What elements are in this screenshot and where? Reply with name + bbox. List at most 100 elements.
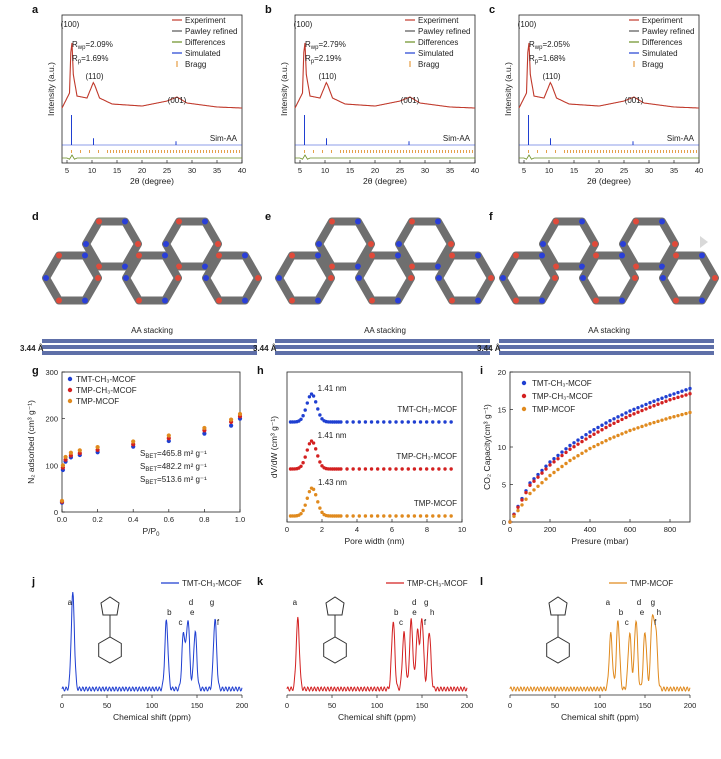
data-point	[316, 500, 320, 504]
data-point	[536, 484, 540, 488]
x-axis-label: Pore width (nm)	[345, 536, 405, 546]
data-point	[544, 477, 548, 481]
experiment-curve	[518, 42, 699, 109]
axes-frame	[61, 14, 243, 164]
data-point	[303, 503, 307, 507]
data-point	[684, 411, 688, 416]
y-tick-label: 200	[45, 415, 58, 424]
atom-node	[315, 252, 321, 259]
x-tick-label: 100	[146, 701, 159, 710]
x-tick-label: 600	[624, 525, 637, 534]
data-point	[636, 410, 640, 414]
data-point	[382, 514, 386, 518]
atom-node	[396, 241, 402, 247]
atom-node	[579, 263, 585, 270]
stack-layer	[275, 345, 490, 349]
data-point	[202, 431, 207, 436]
atom-node	[123, 275, 129, 281]
x-tick-label: 20	[138, 166, 146, 175]
data-point	[556, 453, 560, 458]
data-point	[528, 483, 532, 487]
data-point	[363, 420, 368, 424]
legend-label: Bragg	[185, 60, 206, 69]
y-tick-label: 10	[498, 443, 506, 452]
x-tick-label: 20	[371, 166, 379, 175]
x-tick-label: 200	[544, 525, 557, 534]
atom-node	[176, 218, 182, 225]
x-tick-label: 35	[446, 166, 454, 175]
nmr-panels: j 0 50 100 150 200 Chemical shift (ppm) TMT-CH₃…	[31, 576, 696, 722]
data-point	[560, 450, 564, 454]
rwp-sub: wp	[77, 45, 86, 51]
x-tick-label: 0	[285, 701, 289, 710]
experiment-curve	[294, 42, 475, 109]
data-point	[612, 435, 616, 439]
legend-label: TMP-CH₃-MCOF	[407, 579, 468, 588]
x-tick-label: 200	[684, 701, 697, 710]
x-axis-label: Chemical shift (ppm)	[561, 712, 639, 722]
data-point	[664, 399, 668, 403]
atom-node	[162, 252, 168, 259]
atom-node	[699, 297, 705, 304]
peak-label: (100)	[518, 20, 537, 29]
x-tick-label: 4	[355, 525, 359, 534]
x-tick-label: 8	[425, 525, 429, 534]
atom-node	[539, 297, 545, 304]
peak-letter: c	[399, 618, 403, 627]
legend-label: Experiment	[642, 16, 683, 25]
structure-panels: d AA stacking 3.44 Å e AA stacking 3.44 Å f AA …	[20, 211, 719, 355]
data-point	[636, 406, 640, 410]
data-point	[77, 448, 82, 453]
series-label: TMT-CH₃-MCOF	[397, 405, 457, 414]
legend-label: Simulated	[642, 49, 678, 58]
xrd-panel-b: b 5 10 15 20 25 30 35 40 2θ (degree) Intensity (a.…	[265, 4, 479, 186]
data-point	[394, 420, 398, 424]
data-point	[309, 439, 314, 443]
stack-layer	[499, 345, 714, 349]
atom-node	[202, 218, 208, 225]
data-point	[412, 467, 417, 471]
framework-ring	[659, 251, 719, 305]
framework-ring	[435, 251, 495, 305]
data-point	[672, 396, 676, 401]
data-point	[520, 503, 524, 507]
data-point	[431, 467, 435, 471]
data-point	[357, 467, 361, 471]
data-point	[572, 445, 576, 449]
data-point	[608, 437, 612, 441]
atom-node	[580, 275, 586, 281]
data-point	[369, 467, 374, 471]
rwp-value: Rwp=2.79%	[305, 40, 346, 51]
spacing-label: 3.44 Å	[20, 344, 44, 353]
data-point	[449, 420, 453, 424]
x-tick-label: 15	[570, 166, 578, 175]
atom-node	[553, 263, 559, 270]
x-tick-label: 200	[236, 701, 249, 710]
peak-letter: e	[190, 608, 195, 617]
y-tick-label: 100	[45, 461, 58, 470]
data-point	[437, 467, 441, 471]
data-point	[620, 432, 624, 436]
atom-node	[242, 297, 248, 304]
framework-ring	[499, 251, 559, 305]
data-point	[412, 514, 417, 518]
atom-node	[216, 252, 222, 259]
data-point	[316, 407, 320, 411]
y-tick-label: 0	[54, 508, 58, 517]
data-point	[307, 489, 312, 494]
atom-node	[633, 263, 639, 270]
stack-layer	[275, 339, 490, 343]
data-point	[406, 514, 410, 518]
page-arrow-icon[interactable]	[700, 236, 708, 248]
data-point	[394, 467, 398, 471]
panel-label: f	[489, 211, 493, 223]
framework-ring	[122, 251, 182, 305]
peak-letter: g	[210, 598, 214, 607]
data-point	[303, 455, 307, 459]
x-tick-label: 5	[298, 166, 302, 175]
framework-ring	[579, 251, 639, 305]
data-point	[544, 464, 548, 468]
atom-node	[500, 275, 506, 281]
peak-letter: g	[651, 598, 655, 607]
